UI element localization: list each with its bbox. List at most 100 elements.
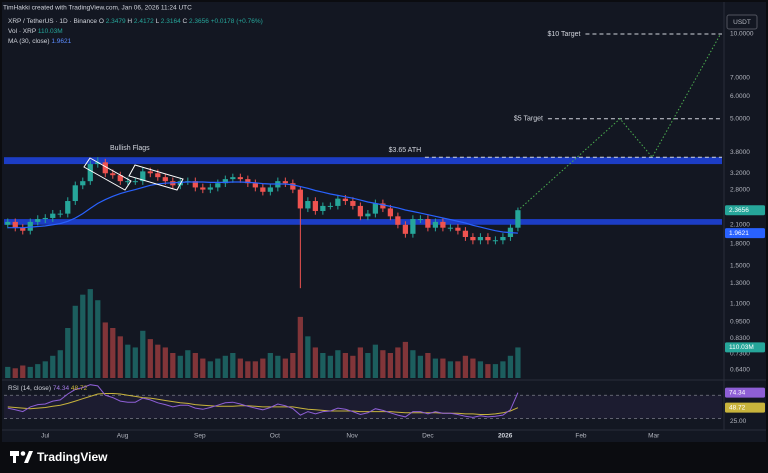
volume-bar <box>162 347 168 378</box>
candle-body <box>162 177 168 182</box>
ohlc-value: 2.4172 <box>134 18 154 25</box>
candle-body <box>155 173 161 178</box>
ohlc-key: O <box>99 18 104 25</box>
volume-bar <box>432 358 439 378</box>
rsi-name: RSI (14, close) <box>8 385 51 392</box>
y-tick-label: 1.8000 <box>730 240 750 247</box>
volume-bar <box>455 361 461 378</box>
background-layer <box>4 157 722 419</box>
candle-body <box>260 187 266 192</box>
candle-body <box>357 205 363 217</box>
value-badge <box>725 228 765 239</box>
volume-bar <box>492 364 499 378</box>
ohlc-change: +0.0178 (+0.76%) <box>211 18 263 25</box>
volume-bar <box>485 364 491 378</box>
value-badge <box>725 342 765 353</box>
y-tick-label: 1.3000 <box>730 280 750 287</box>
volume-bar <box>260 358 266 378</box>
volume-bar <box>117 336 123 378</box>
ohlc-value: 2.3164 <box>161 18 181 25</box>
candle-body <box>95 162 101 165</box>
value-badge-label: 2.3656 <box>729 207 749 214</box>
candle-body <box>477 236 484 241</box>
y-tick-label: 0.6400 <box>730 367 750 374</box>
volume-bar <box>65 328 71 378</box>
candle-body <box>492 240 499 242</box>
volume-bar <box>177 355 183 378</box>
volume-bar <box>95 300 101 378</box>
volume-bar <box>365 353 371 378</box>
candle-body <box>335 198 341 206</box>
volume-bar <box>380 350 386 378</box>
candle-body <box>50 213 56 218</box>
volume-bar <box>185 350 191 378</box>
candle-body <box>80 181 86 186</box>
candle-body <box>27 221 33 231</box>
volume-bar <box>155 344 161 378</box>
volume-bar <box>470 358 476 378</box>
candle-body <box>237 177 243 180</box>
volume-bar <box>447 361 454 378</box>
candle-body <box>320 205 326 212</box>
volume-bar <box>50 355 56 378</box>
volume-bar <box>402 341 409 378</box>
rsi-line <box>7 384 519 418</box>
volume-bar <box>267 353 273 378</box>
candle-body <box>297 189 303 209</box>
candle-body <box>365 213 371 217</box>
currency[interactable]: USDT <box>733 19 751 26</box>
value-badge-label: 1.9621 <box>729 230 749 237</box>
rsi-legend: RSI (14, close) 74.34 48.72 <box>8 385 88 392</box>
y-tick-label: 7.0000 <box>730 74 750 81</box>
candle-body <box>5 221 11 225</box>
y-tick-label: 2.8000 <box>730 186 750 193</box>
currency-box[interactable] <box>726 14 758 30</box>
volume-bar <box>275 355 281 378</box>
brand-logo <box>10 451 33 463</box>
volume-bar <box>57 350 63 378</box>
volume-bar <box>72 305 78 378</box>
volume-bar <box>335 350 341 378</box>
volume-bar <box>132 347 138 378</box>
price-layer <box>5 157 521 418</box>
candle-body <box>200 187 206 190</box>
candle-body <box>215 183 221 188</box>
y-tick-label: 1.1000 <box>730 301 750 308</box>
symbol: XRP / TetherUS · 1D · Binance <box>8 18 97 25</box>
candle-body <box>87 164 93 182</box>
zone <box>4 219 722 225</box>
volume-bar <box>500 361 506 378</box>
ohlc-value: 2.3479 <box>106 18 126 25</box>
flag-shape <box>128 164 184 191</box>
y-tick-label: 0.7300 <box>730 351 750 358</box>
x-tick-label: Sep <box>194 433 206 440</box>
volume-bar <box>200 358 206 378</box>
volume-bar <box>357 347 363 378</box>
volume-bar <box>417 355 424 378</box>
y-tick-label: 6.0000 <box>730 93 750 100</box>
candle-body <box>485 236 491 241</box>
volume-bar <box>5 366 11 378</box>
volume-bar <box>102 322 108 378</box>
candle-body <box>425 219 431 228</box>
candle-body <box>102 162 108 174</box>
rsi-value: 74.34 <box>53 385 70 392</box>
volume-bar <box>207 361 213 378</box>
volume-bar <box>327 355 333 378</box>
candle-body <box>417 219 424 221</box>
candle-body <box>222 179 228 184</box>
y-tick-label: 0.8300 <box>730 335 750 342</box>
volume-bar <box>312 347 318 378</box>
x-tick-label: Jul <box>41 433 50 440</box>
logo-part <box>13 451 16 463</box>
volume-value: 110.03M <box>38 28 63 35</box>
zone <box>4 157 722 165</box>
candle-body <box>72 185 78 202</box>
y-tick-label: 2.1000 <box>730 221 750 228</box>
candle-body <box>500 236 506 241</box>
volume-bar <box>342 353 348 378</box>
volume-bar <box>297 316 303 378</box>
candle-body <box>132 181 138 183</box>
candle-body <box>470 236 476 241</box>
volume-bar <box>27 366 33 378</box>
